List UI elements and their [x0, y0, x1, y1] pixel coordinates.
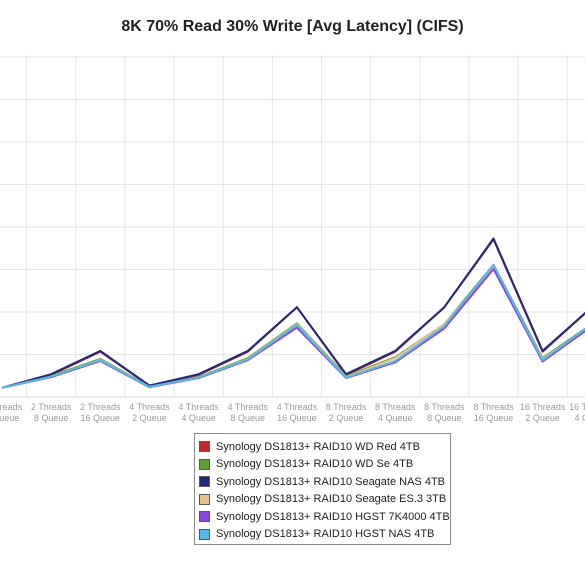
- x-tick-label: 2 Queue: [0, 413, 19, 423]
- series-line-3: [1, 237, 585, 389]
- x-tick-label: 2 Threads: [31, 402, 72, 412]
- legend-swatch: [199, 511, 210, 523]
- legend-label: Synology DS1813+ RAID10 Seagate NAS 4TB: [216, 475, 445, 488]
- x-tick-label: 8 Queue: [34, 413, 69, 423]
- x-tick-label: 4 Queue: [378, 413, 413, 423]
- x-tick-label: 16 Queue: [277, 413, 317, 423]
- x-tick-label: 8 Threads: [326, 402, 367, 412]
- legend-label: Synology DS1813+ RAID10 Seagate ES.3 3TB: [216, 493, 447, 506]
- chart-title: 8K 70% Read 30% Write [Avg Latency] (CIF…: [121, 18, 464, 35]
- x-tick-label: 4 Threads: [178, 402, 219, 412]
- legend-label: Synology DS1813+ RAID10 HGST 7K4000 4TB: [216, 510, 450, 523]
- legend-item: Synology DS1813+ RAID10 Seagate ES.3 3TB: [199, 491, 450, 509]
- legend-swatch: [199, 493, 210, 505]
- legend-label: Synology DS1813+ RAID10 HGST NAS 4TB: [216, 528, 435, 541]
- legend-label: Synology DS1813+ RAID10 WD Se 4TB: [216, 458, 414, 471]
- x-tick-label: 8 Threads: [424, 402, 465, 412]
- x-tick-label: 8 Threads: [473, 402, 514, 412]
- x-tick-label: 4 Threads: [129, 402, 170, 412]
- series-lines: [1, 237, 585, 389]
- legend-swatch: [199, 476, 210, 488]
- legend-label: Synology DS1813+ RAID10 WD Red 4TB: [216, 440, 420, 453]
- legend-item: Synology DS1813+ RAID10 WD Se 4TB: [199, 456, 450, 474]
- x-tick-label: 2 Threads: [80, 402, 121, 412]
- x-tick-label: 4 Queue: [575, 413, 585, 423]
- x-tick-label: 2 Queue: [329, 413, 364, 423]
- x-tick-label: 4 Threads: [277, 402, 318, 412]
- legend-swatch: [199, 528, 210, 540]
- legend-item: Synology DS1813+ RAID10 HGST 7K4000 4TB: [199, 508, 450, 526]
- grid-lines: [0, 55, 585, 398]
- legend-item: Synology DS1813+ RAID10 HGST NAS 4TB: [199, 526, 450, 544]
- legend-swatch: [199, 441, 210, 453]
- legend-item: Synology DS1813+ RAID10 WD Red 4TB: [199, 438, 450, 456]
- x-tick-label: 1 Threads: [0, 402, 23, 412]
- x-tick-label: 8 Threads: [375, 402, 416, 412]
- x-tick-label: 16 Threads: [569, 402, 585, 412]
- x-tick-label: 4 Queue: [181, 413, 216, 423]
- x-tick-label: 16 Threads: [520, 402, 566, 412]
- legend-item: Synology DS1813+ RAID10 Seagate NAS 4TB: [199, 473, 450, 491]
- legend: Synology DS1813+ RAID10 WD Red 4TB Synolo…: [194, 433, 451, 545]
- x-tick-label: 16 Queue: [81, 413, 121, 423]
- x-tick-label: 8 Queue: [427, 413, 462, 423]
- x-tick-label: 2 Queue: [132, 413, 167, 423]
- legend-swatch: [199, 458, 210, 470]
- x-tick-label: 8 Queue: [230, 413, 265, 423]
- x-tick-label: 4 Threads: [228, 402, 269, 412]
- x-tick-label: 2 Queue: [525, 413, 560, 423]
- series-line-6: [1, 263, 585, 389]
- x-tick-label: 16 Queue: [474, 413, 514, 423]
